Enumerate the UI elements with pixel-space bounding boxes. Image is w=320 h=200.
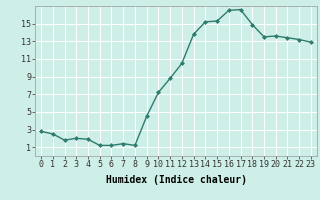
X-axis label: Humidex (Indice chaleur): Humidex (Indice chaleur)	[106, 175, 246, 185]
